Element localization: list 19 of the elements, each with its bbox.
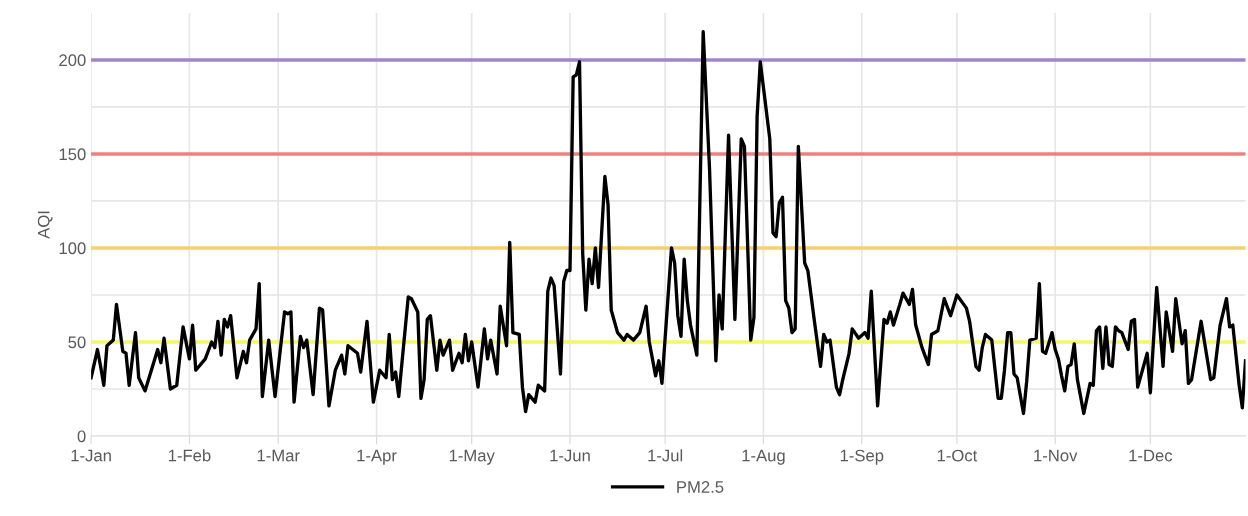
y-tick-label: 150	[59, 148, 86, 161]
x-tick-label: 1-Jul	[648, 449, 683, 462]
legend-label: PM2.5	[677, 481, 724, 493]
y-tick-label: 100	[59, 242, 86, 255]
y-tick-label: 50	[68, 336, 86, 349]
x-tick-label: 1-Aug	[742, 449, 785, 465]
x-tick-label: 1-Oct	[937, 449, 978, 462]
x-tick-label: 1-Jun	[550, 449, 590, 462]
x-tick-label: 1-Apr	[357, 449, 397, 465]
x-tick-label: 1-Jan	[71, 449, 111, 462]
x-tick-label: 1-Feb	[168, 449, 211, 462]
x-tick-label: 1-May	[449, 449, 495, 465]
x-tick-label: 1-Nov	[1034, 449, 1078, 462]
y-axis-title: AQI	[37, 211, 53, 239]
x-tick-label: 1-Sep	[840, 449, 884, 465]
x-tick-label: 1-Mar	[257, 449, 300, 462]
y-tick-label: 200	[59, 54, 86, 67]
x-tick-label: 1-Dec	[1129, 449, 1173, 462]
y-tick-label: 0	[77, 430, 86, 443]
